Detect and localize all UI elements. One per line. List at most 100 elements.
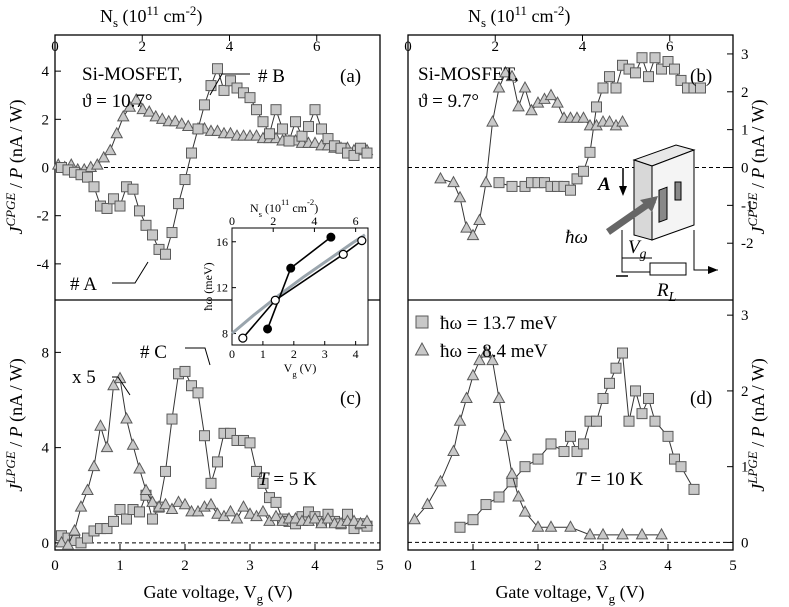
data-point-c-0	[179, 365, 191, 377]
panel-b-label: (b)	[690, 66, 712, 87]
x-tick-label: 1	[116, 558, 124, 574]
a-vector-arrowhead	[619, 186, 627, 196]
data-point-c-0	[186, 380, 197, 392]
data-point-b-0	[643, 71, 654, 83]
data-point-a-1	[179, 174, 191, 186]
data-point-c-1	[120, 412, 133, 424]
inset-y-tick-label: 12	[216, 281, 228, 295]
series-line-d-1	[414, 352, 662, 536]
data-point-d-0	[630, 385, 641, 397]
data-point-b-1	[551, 96, 564, 108]
inset-y-tick-label: 16	[216, 235, 228, 249]
top-axis-right: 0 2 4 6	[404, 35, 674, 55]
data-point-c-1	[165, 502, 179, 515]
data-point-d-0	[467, 514, 479, 526]
data-point-d-0	[688, 483, 700, 495]
legend-square-marker	[415, 315, 429, 329]
data-point-a-1	[147, 229, 158, 241]
x-tick-label: 0	[51, 558, 59, 574]
data-point-c-1	[243, 507, 257, 519]
data-point-a-1	[316, 123, 327, 135]
data-point-d-1	[492, 391, 506, 403]
load-label: RL	[656, 280, 676, 304]
data-point-b-1	[447, 175, 460, 188]
annotation-a: # A	[70, 274, 97, 295]
data-point-c-1	[224, 504, 237, 517]
top-tick-label: 4	[579, 39, 587, 55]
data-point-a-1	[244, 92, 256, 104]
inset-top-label: Ns (1011 cm-2)	[250, 197, 318, 219]
data-point-b-0	[578, 165, 589, 177]
data-point-b-1	[486, 115, 499, 127]
data-point-b-0	[695, 82, 706, 94]
data-point-d-1	[408, 512, 421, 525]
data-point-b-0	[662, 56, 674, 67]
data-point-a-1	[114, 200, 126, 212]
right-frame	[407, 34, 734, 551]
data-point-a-1	[140, 219, 152, 231]
data-point-d-1	[564, 520, 577, 532]
data-point-c-1	[289, 512, 302, 524]
x-axis-left: 0 1 2 3 4 5	[51, 544, 384, 574]
data-point-d-1	[499, 429, 512, 441]
data-point-d-1	[531, 520, 545, 532]
y-tick-label: -2	[741, 236, 754, 252]
x-tick-label: 2	[534, 558, 542, 574]
data-point-a-0	[211, 124, 224, 136]
data-point-c-0	[166, 413, 178, 425]
data-point-d-0	[591, 415, 602, 427]
data-point-a-1	[160, 248, 171, 260]
data-point-c-0	[82, 532, 93, 544]
data-point-d-0	[669, 453, 680, 465]
data-point-b-1	[616, 115, 629, 127]
data-point-a-1	[205, 80, 217, 92]
data-point-c-1	[55, 535, 68, 548]
data-point-a-1	[225, 75, 236, 87]
panel-a-title: Si-MOSFET,	[82, 64, 182, 85]
data-point-a-1	[218, 84, 230, 96]
annotation-t10: T = 10 K	[575, 469, 644, 490]
data-point-b-0	[565, 184, 576, 196]
data-point-a-1	[283, 135, 295, 147]
annotation-t5: T = 5 K	[258, 469, 317, 490]
data-point-b-1	[453, 190, 467, 203]
data-point-c-1	[256, 504, 270, 517]
y-tick-label: 2	[741, 85, 749, 101]
y-tick-label: 0	[741, 535, 749, 551]
data-point-d-0	[636, 408, 648, 420]
data-point-a-1	[257, 116, 269, 128]
data-point-c-1	[126, 438, 140, 450]
data-point-d-1	[635, 527, 649, 540]
data-point-a-0	[129, 93, 143, 105]
data-point-c-1	[139, 483, 153, 495]
data-point-d-0	[558, 446, 570, 458]
data-point-b-1	[492, 80, 506, 93]
data-point-b-0	[591, 101, 602, 113]
data-point-c-1	[113, 371, 127, 384]
data-point-c-1	[87, 459, 101, 472]
annotation-c-line	[185, 347, 211, 366]
data-point-a-1	[290, 116, 301, 128]
data-point-c-1	[269, 509, 283, 522]
data-point-c-1	[68, 523, 81, 536]
y-tick-label: 2	[741, 384, 749, 400]
legend-triangle-marker	[414, 341, 430, 356]
inset-x-tick-label: 4	[353, 347, 359, 361]
inset-point-1	[338, 249, 348, 259]
data-point-c-1	[172, 495, 185, 507]
data-point-a-0	[250, 129, 263, 141]
gate-label: Vg	[628, 237, 647, 261]
y-tick-label: 1	[741, 460, 749, 476]
data-point-a-0	[181, 119, 195, 132]
a-vector-label: A	[597, 174, 611, 195]
data-point-a-0	[175, 117, 189, 129]
data-point-d-0	[610, 362, 622, 374]
photon-label: ħω	[565, 227, 588, 248]
data-point-b-0	[597, 82, 609, 94]
data-point-b-0	[571, 173, 583, 185]
data-point-a-0	[136, 102, 150, 115]
y-tick-label: 4	[42, 64, 50, 80]
data-point-d-0	[493, 491, 505, 503]
data-point-b-1	[473, 213, 486, 225]
